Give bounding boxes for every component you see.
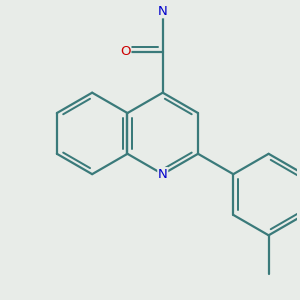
Text: N: N [158, 5, 168, 18]
Text: O: O [120, 45, 131, 58]
Text: N: N [158, 168, 168, 181]
